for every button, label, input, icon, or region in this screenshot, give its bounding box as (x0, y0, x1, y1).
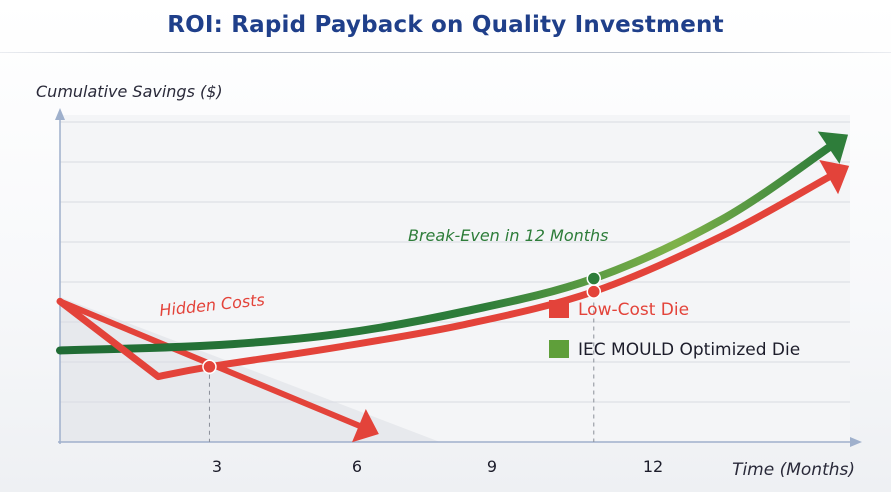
series-arrow-low-cost-icon (819, 160, 850, 195)
gridlines (60, 121, 850, 403)
chart-title: ROI: Rapid Payback on Quality Investment (167, 12, 724, 38)
legend: Low-Cost Die IEC MOULD Optimized Die (549, 300, 800, 360)
shaded-cost-area (60, 297, 440, 442)
x-axis-label: Time (Months) (732, 460, 855, 480)
x-tick-label: 9 (487, 457, 497, 476)
series-line-low-cost (56, 173, 833, 381)
series-markers (202, 271, 602, 375)
legend-label-optimized: IEC MOULD Optimized Die (578, 340, 800, 360)
series-arrow-optimized-icon (817, 131, 849, 164)
y-axis-arrow-icon (55, 108, 65, 120)
legend-swatch-low-cost (549, 300, 569, 318)
x-tick-label: 3 (212, 457, 222, 476)
legend-label-low-cost: Low-Cost Die (578, 300, 689, 320)
axes (55, 108, 862, 447)
x-ticks: 3 6 9 12 (212, 457, 663, 476)
data-point-marker (586, 284, 602, 299)
series-line-optimized (56, 143, 833, 355)
hidden-costs-arrow-icon (352, 409, 379, 443)
x-axis-arrow-icon (850, 437, 862, 447)
break-even-annotation: Break-Even in 12 Months (408, 226, 609, 245)
legend-swatch-optimized (549, 340, 569, 358)
x-tick-label: 12 (643, 457, 663, 476)
x-tick-label: 6 (352, 457, 362, 476)
title-divider (0, 52, 891, 53)
data-point-marker (586, 271, 602, 286)
data-point-marker (202, 359, 217, 375)
y-axis-label: Cumulative Savings ($) (36, 82, 223, 101)
